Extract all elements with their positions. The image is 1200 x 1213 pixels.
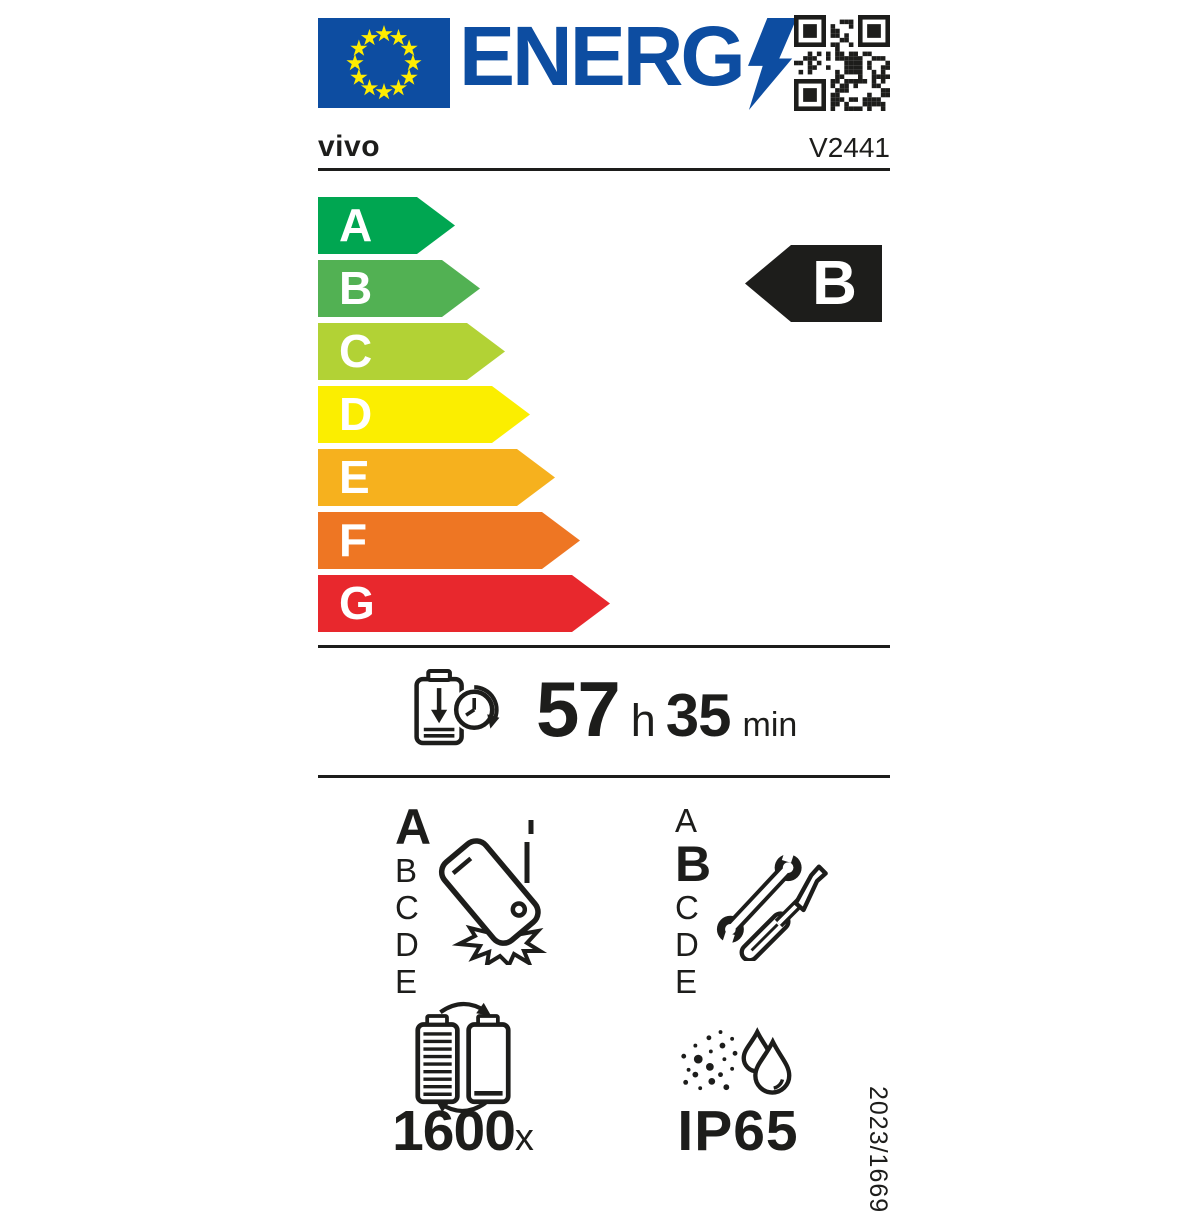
class-letter: D	[339, 388, 373, 440]
cycles-number: 1600	[392, 1099, 516, 1163]
class-letter: B	[339, 262, 373, 314]
class-letter: C	[339, 325, 373, 377]
rating-indicator-arrow: B	[745, 245, 882, 322]
brand-row: vivo V2441	[318, 130, 890, 171]
ip-rating: IP65	[677, 1099, 799, 1163]
scale-letter: C	[395, 889, 419, 926]
class-arrow-d: D	[318, 386, 530, 443]
scale-letter: D	[675, 926, 699, 963]
label-header: ENERG	[318, 9, 890, 113]
scale-letter: E	[675, 963, 698, 1000]
free-fall-class-scale: A B C D E	[395, 802, 455, 1000]
scale-letter: C	[675, 889, 699, 926]
class-letter: A	[339, 199, 373, 251]
class-arrow-c: C	[318, 323, 505, 380]
class-letter: G	[339, 577, 375, 629]
class-letter: F	[339, 514, 368, 566]
endurance-hours-unit: h	[630, 695, 656, 746]
eu-flag	[318, 18, 450, 108]
scale-letter: E	[395, 963, 418, 1000]
battery-endurance-icon	[414, 668, 500, 746]
class-letter: E	[339, 451, 370, 503]
regulation-number: 2023/1669	[864, 1086, 892, 1213]
divider	[318, 775, 890, 778]
phone-drop-icon	[438, 820, 548, 965]
model-number: V2441	[809, 132, 890, 163]
class-arrow-a: A	[318, 197, 455, 254]
scale-letter: D	[395, 926, 419, 963]
endurance-minutes-unit: min	[742, 706, 798, 744]
battery-cycles-icon	[415, 1001, 511, 1114]
cycles-unit: x	[514, 1117, 534, 1159]
repair-tools-icon	[716, 843, 828, 961]
dust-water-protection-icon	[681, 1027, 792, 1095]
brand-name: vivo	[318, 130, 381, 163]
class-arrow-g: G	[318, 575, 610, 632]
endurance-hours: 57	[536, 665, 621, 753]
scale-letter: A	[675, 802, 698, 839]
class-arrow-f: F	[318, 512, 580, 569]
energy-class-scale: A B C D E F G	[318, 197, 610, 638]
class-arrow-b: B	[318, 260, 480, 317]
scale-letter: B	[395, 852, 418, 889]
energy-label: ENERG vivo V2441 A B C D E F G B	[318, 0, 892, 1213]
divider	[318, 645, 890, 648]
battery-cycles-value: 1600x	[373, 1098, 553, 1164]
endurance-minutes: 35	[665, 682, 732, 749]
repairability-class-scale: A B C D E	[675, 802, 735, 1000]
energ-wordmark: ENERG	[459, 4, 797, 110]
lightning-bolt-icon	[747, 18, 797, 110]
rating-letter: B	[812, 249, 857, 318]
battery-endurance-value: 57 h 35 min	[536, 664, 797, 755]
scale-letter: A	[395, 799, 432, 855]
energ-text: ENERG	[459, 9, 746, 103]
qr-code	[794, 15, 890, 111]
class-arrow-e: E	[318, 449, 555, 506]
scale-letter: B	[675, 836, 712, 892]
